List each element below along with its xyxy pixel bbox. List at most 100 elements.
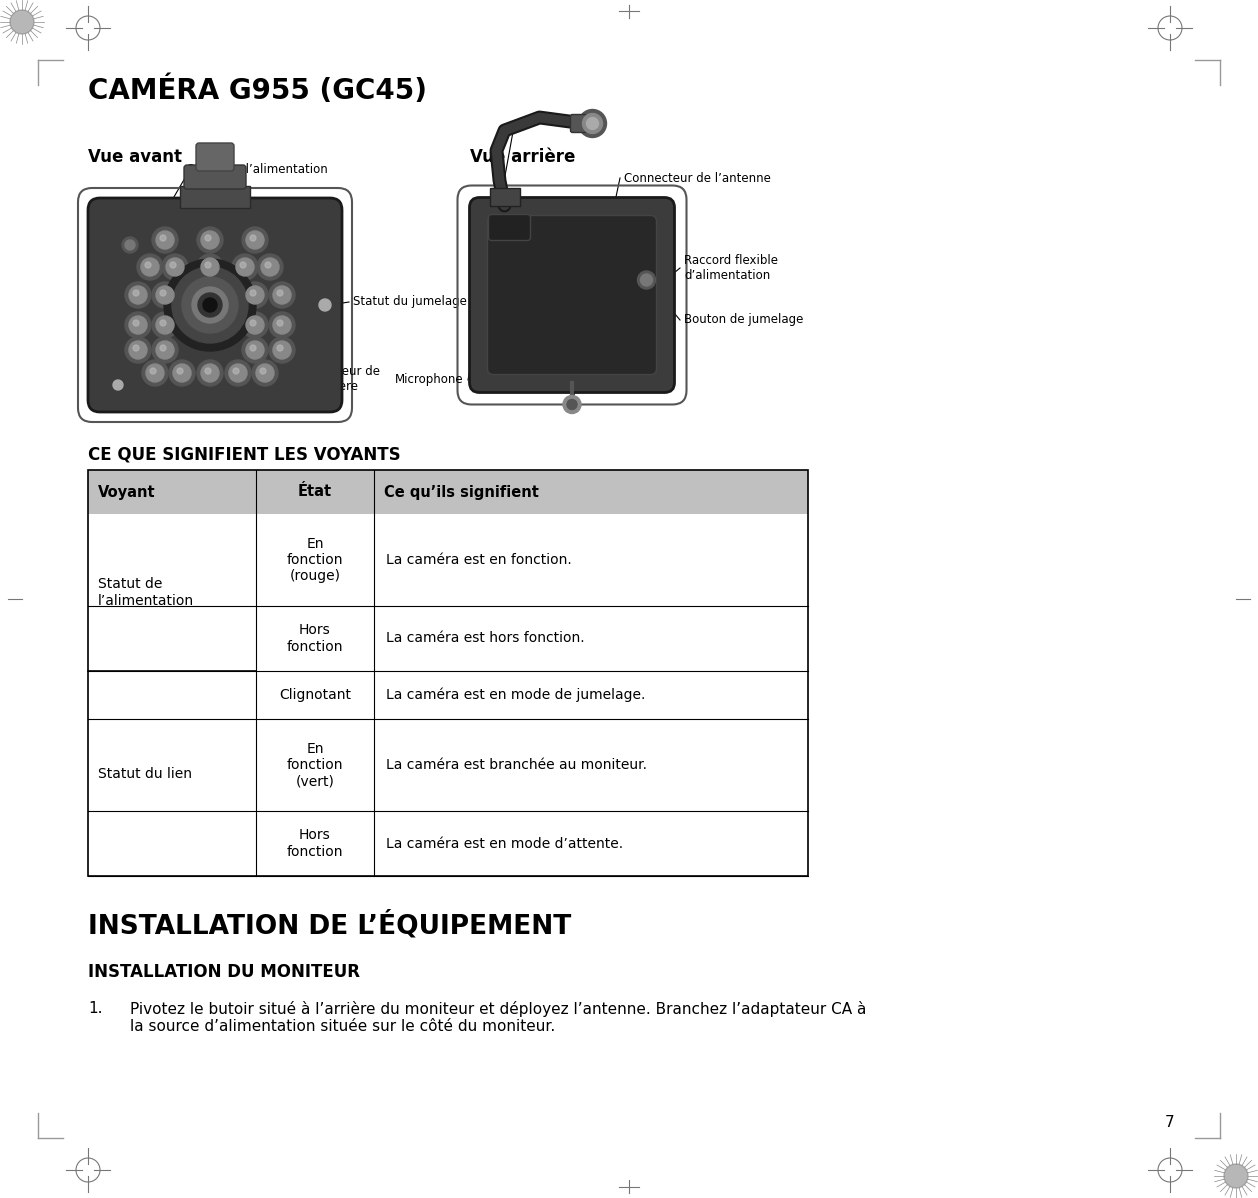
Circle shape bbox=[156, 231, 174, 249]
Text: La caméra est en mode d’attente.: La caméra est en mode d’attente. bbox=[386, 836, 623, 851]
Circle shape bbox=[133, 345, 138, 351]
Text: Statut de
l’alimentation: Statut de l’alimentation bbox=[98, 577, 194, 607]
Circle shape bbox=[152, 226, 177, 253]
Text: Clignotant: Clignotant bbox=[279, 688, 351, 702]
Text: Statut de l’alimentation: Statut de l’alimentation bbox=[187, 163, 328, 176]
Text: État: État bbox=[298, 484, 332, 500]
Circle shape bbox=[237, 258, 254, 276]
Circle shape bbox=[198, 294, 221, 317]
Text: Vue arrière: Vue arrière bbox=[470, 149, 575, 167]
Circle shape bbox=[582, 114, 603, 133]
Circle shape bbox=[277, 345, 283, 351]
Circle shape bbox=[10, 10, 34, 34]
Circle shape bbox=[265, 262, 270, 268]
Text: Ce qu’ils signifient: Ce qu’ils signifient bbox=[384, 484, 538, 500]
Circle shape bbox=[579, 109, 606, 138]
Circle shape bbox=[152, 311, 177, 338]
Circle shape bbox=[260, 368, 265, 374]
Circle shape bbox=[125, 282, 151, 308]
Circle shape bbox=[242, 226, 268, 253]
Text: 1.: 1. bbox=[88, 1002, 102, 1016]
FancyBboxPatch shape bbox=[184, 165, 247, 189]
Text: Bouton de jumelage: Bouton de jumelage bbox=[684, 314, 804, 327]
Text: Raccord flexible
d’alimentation: Raccord flexible d’alimentation bbox=[684, 254, 777, 282]
Bar bbox=[88, 470, 808, 876]
Text: Statut du lien: Statut du lien bbox=[98, 767, 192, 781]
FancyBboxPatch shape bbox=[488, 214, 531, 241]
Circle shape bbox=[231, 254, 258, 280]
Circle shape bbox=[247, 286, 264, 304]
Circle shape bbox=[160, 345, 166, 351]
Circle shape bbox=[586, 117, 599, 129]
Text: La caméra est hors fonction.: La caméra est hors fonction. bbox=[386, 631, 585, 646]
Text: Connecteur de l’antenne: Connecteur de l’antenne bbox=[624, 171, 771, 184]
Bar bbox=[489, 188, 520, 206]
Circle shape bbox=[250, 320, 255, 326]
FancyBboxPatch shape bbox=[469, 198, 674, 393]
Circle shape bbox=[233, 368, 239, 374]
Circle shape bbox=[260, 258, 279, 276]
Circle shape bbox=[125, 311, 151, 338]
Circle shape bbox=[1224, 1164, 1248, 1188]
Text: Statut du jumelage: Statut du jumelage bbox=[353, 296, 467, 309]
Circle shape bbox=[205, 262, 211, 268]
Text: Pivotez le butoir situé à l’arrière du moniteur et déployez l’antenne. Branchez : Pivotez le butoir situé à l’arrière du m… bbox=[130, 1002, 867, 1034]
Circle shape bbox=[277, 290, 283, 296]
Circle shape bbox=[141, 258, 159, 276]
Circle shape bbox=[182, 277, 238, 333]
Text: Vue avant: Vue avant bbox=[88, 149, 182, 167]
Circle shape bbox=[567, 399, 577, 410]
Circle shape bbox=[125, 240, 135, 250]
Circle shape bbox=[273, 341, 291, 359]
Text: En
fonction
(vert): En fonction (vert) bbox=[287, 742, 343, 788]
Circle shape bbox=[169, 361, 195, 386]
Circle shape bbox=[242, 311, 268, 338]
Circle shape bbox=[125, 337, 151, 363]
Bar bbox=[88, 671, 808, 719]
Text: En
fonction
(rouge): En fonction (rouge) bbox=[287, 537, 343, 583]
Circle shape bbox=[156, 286, 174, 304]
Circle shape bbox=[142, 361, 169, 386]
Circle shape bbox=[564, 395, 581, 413]
Circle shape bbox=[205, 235, 211, 241]
Circle shape bbox=[250, 235, 255, 241]
Circle shape bbox=[113, 380, 123, 391]
Circle shape bbox=[164, 259, 255, 351]
Text: Hors
fonction: Hors fonction bbox=[287, 623, 343, 654]
Circle shape bbox=[250, 345, 255, 351]
Circle shape bbox=[192, 288, 228, 323]
Circle shape bbox=[198, 226, 223, 253]
Circle shape bbox=[145, 262, 151, 268]
Circle shape bbox=[229, 364, 247, 382]
Circle shape bbox=[205, 368, 211, 374]
Circle shape bbox=[152, 337, 177, 363]
Circle shape bbox=[160, 235, 166, 241]
Circle shape bbox=[160, 290, 166, 296]
Text: La caméra est en mode de jumelage.: La caméra est en mode de jumelage. bbox=[386, 688, 645, 702]
Circle shape bbox=[638, 271, 655, 289]
Circle shape bbox=[255, 364, 274, 382]
Bar bbox=[180, 186, 250, 208]
Bar bbox=[88, 719, 808, 811]
Circle shape bbox=[122, 237, 138, 253]
Circle shape bbox=[240, 262, 247, 268]
Circle shape bbox=[242, 282, 268, 308]
Circle shape bbox=[225, 361, 252, 386]
Circle shape bbox=[162, 254, 187, 280]
Circle shape bbox=[252, 361, 278, 386]
Circle shape bbox=[269, 282, 294, 308]
Text: 7: 7 bbox=[1165, 1115, 1175, 1130]
Circle shape bbox=[130, 341, 147, 359]
Circle shape bbox=[160, 320, 166, 326]
Circle shape bbox=[201, 258, 219, 276]
Circle shape bbox=[273, 286, 291, 304]
Circle shape bbox=[247, 231, 264, 249]
Text: CE QUE SIGNIFIENT LES VOYANTS: CE QUE SIGNIFIENT LES VOYANTS bbox=[88, 444, 400, 462]
Circle shape bbox=[257, 254, 283, 280]
Circle shape bbox=[269, 337, 294, 363]
Circle shape bbox=[130, 286, 147, 304]
Circle shape bbox=[247, 341, 264, 359]
Circle shape bbox=[133, 290, 138, 296]
Circle shape bbox=[156, 316, 174, 334]
Circle shape bbox=[201, 364, 219, 382]
